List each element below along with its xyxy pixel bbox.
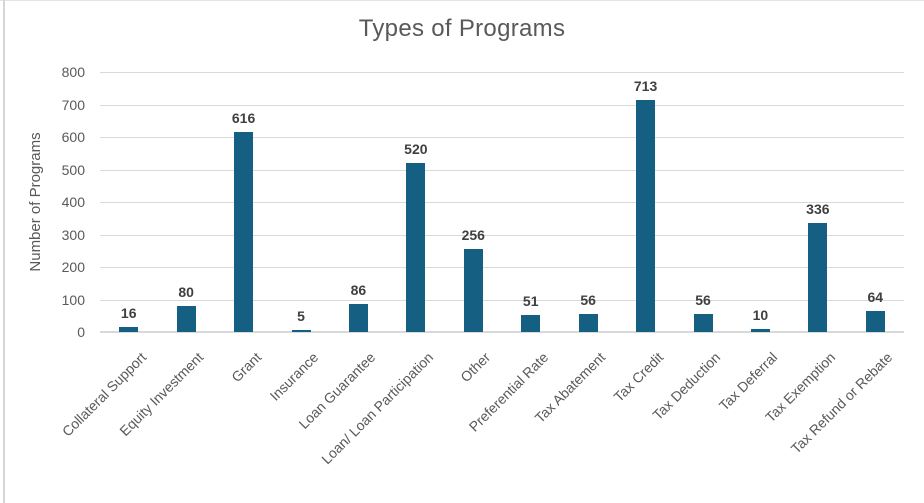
y-tick-label: 700 [61,96,85,113]
x-axis-line [100,331,904,333]
bar-value-label: 713 [633,78,658,95]
y-tick-label: 200 [61,259,85,275]
bar [521,315,541,332]
bar-value-label: 256 [461,226,485,243]
gridline [100,104,904,106]
bar-value-label: 86 [350,282,367,299]
bar-value-label: 16 [120,304,137,321]
bar [693,313,713,332]
gridline [100,267,904,268]
bar-value-label: 51 [522,293,539,310]
bar-value-label: 336 [806,200,830,217]
bar [578,313,598,332]
gridline [100,299,904,301]
y-tick-label: 100 [61,291,85,308]
bar [750,328,770,332]
gridline [100,72,904,73]
y-tick-label: 600 [61,129,85,145]
bar-value-label: 80 [178,284,194,300]
gridline [100,202,904,203]
gridline [100,137,904,138]
bar [406,163,426,332]
gridline [100,169,904,171]
bar [865,311,885,332]
bar [808,222,828,332]
bar [234,131,254,332]
y-tick-label: 0 [77,324,85,340]
y-tick-label: 500 [61,161,85,178]
bar [348,304,368,332]
gridline [100,234,904,236]
bar-value-label: 5 [297,308,305,325]
bar-value-label: 56 [695,291,711,308]
bar-value-label: 56 [580,291,596,308]
bar-value-label: 64 [867,289,884,306]
bar-value-label: 616 [231,109,256,126]
chart-border-left [3,0,5,503]
y-tick-label: 300 [61,226,85,243]
chart-title: Types of Programs [358,15,566,42]
bar-value-label: 10 [752,306,769,323]
bar-value-label: 520 [404,141,428,157]
bar [463,248,483,332]
bar [291,330,311,332]
bar [176,306,196,332]
bar [119,326,139,332]
bar [636,100,656,332]
chart-border-top [0,0,924,1]
y-tick-label: 400 [61,194,85,210]
y-tick-label: 800 [61,64,85,80]
